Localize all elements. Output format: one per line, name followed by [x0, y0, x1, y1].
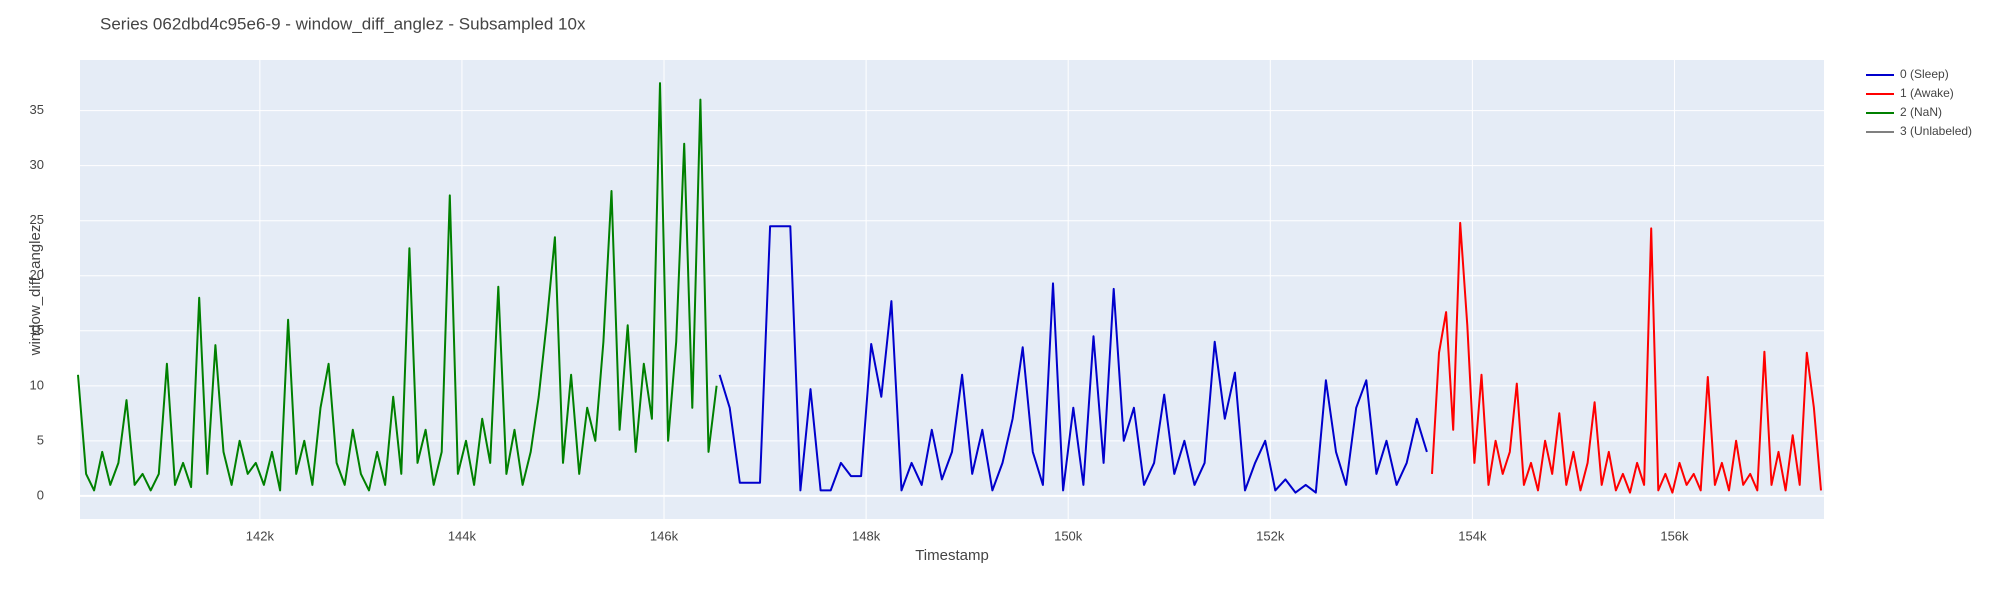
x-tick-label: 154k — [1458, 528, 1487, 543]
y-tick-label: 25 — [30, 212, 44, 227]
chart-title: Series 062dbd4c95e6-9 - window_diff_angl… — [100, 14, 586, 33]
x-tick-label: 156k — [1660, 528, 1689, 543]
x-tick-label: 144k — [448, 528, 477, 543]
y-tick-label: 5 — [37, 432, 44, 447]
data-line — [77, 82, 718, 492]
y-tick-label: 35 — [30, 102, 44, 117]
x-tick-label: 142k — [246, 528, 275, 543]
y-tick-label: 30 — [30, 157, 44, 172]
x-tick-label: 152k — [1256, 528, 1285, 543]
x-axis-title: Timestamp — [915, 547, 989, 564]
y-tick-label: 10 — [30, 377, 44, 392]
legend-label: 2 (NaN) — [1900, 105, 1942, 119]
y-tick-label: 0 — [37, 487, 44, 502]
plot-area — [80, 60, 1824, 519]
x-tick-label: 150k — [1054, 528, 1083, 543]
data-line — [718, 225, 1428, 494]
data-line — [1431, 221, 1822, 494]
legend-label: 3 (Unlabeled) — [1900, 124, 1972, 138]
y-tick-label: 20 — [30, 267, 44, 282]
y-tick-label: 15 — [30, 322, 44, 337]
legend-label: 1 (Awake) — [1900, 86, 1954, 100]
x-tick-label: 146k — [650, 528, 679, 543]
y-axis-title: window_diff_anglez — [27, 225, 44, 357]
legend-label: 0 (Sleep) — [1900, 67, 1949, 81]
x-tick-label: 148k — [852, 528, 881, 543]
